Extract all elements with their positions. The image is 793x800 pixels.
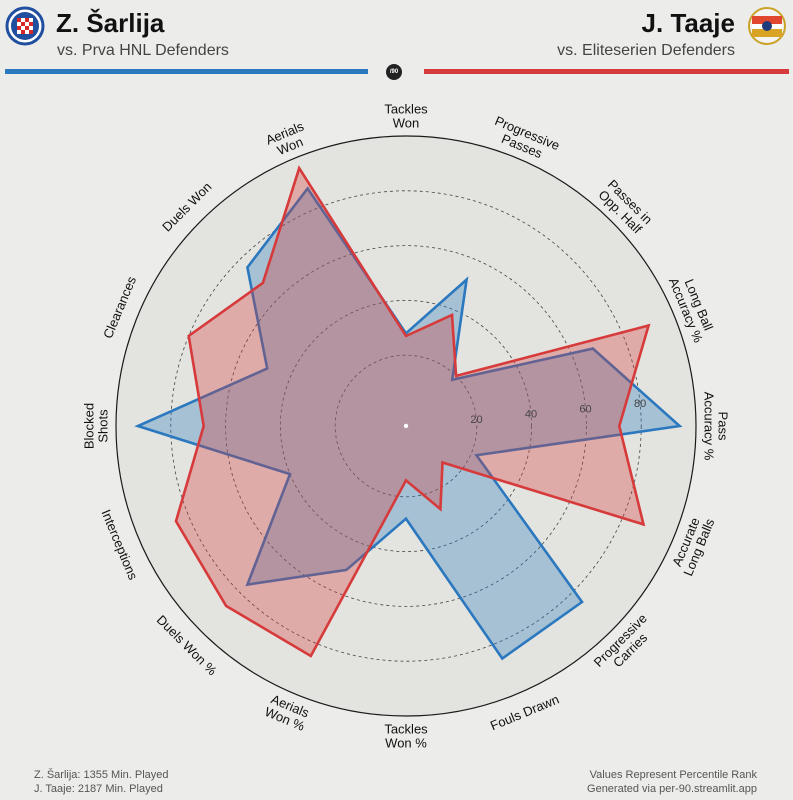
percentile-note: Values Represent Percentile Rank	[589, 769, 757, 781]
radar-grid-ring	[279, 299, 532, 552]
radar-center-dot	[403, 423, 409, 429]
radar-grid-ring	[225, 245, 587, 607]
stromsgodset-crest-icon	[748, 7, 786, 45]
player-two-minutes: J. Taaje: 2187 Min. Played	[34, 783, 163, 795]
player-two-comparison: vs. Eliteserien Defenders	[557, 42, 735, 59]
header: Z. Šarlija vs. Prva HNL Defenders J. Taa…	[0, 0, 793, 90]
category-label: Tackles Won %	[384, 722, 428, 751]
category-label: Tackles Won	[384, 102, 428, 131]
player-one-comparison: vs. Prva HNL Defenders	[57, 42, 229, 59]
ring-tick-label: 40	[525, 409, 537, 421]
category-label: BlockedShots	[82, 403, 111, 449]
ring-tick-label: 60	[579, 403, 591, 415]
player-one-minutes: Z. Šarlija: 1355 Min. Played	[34, 769, 169, 781]
player-one-name: Z. Šarlija	[56, 8, 165, 38]
player-one-color-bar	[5, 69, 368, 74]
series-1-polygon	[134, 186, 683, 661]
ring-tick-label: 20	[470, 414, 482, 426]
ring-tick-label: 80	[634, 398, 646, 410]
radar-grid-ring	[334, 354, 478, 498]
category-label: PassAccuracy %	[702, 392, 731, 461]
minutes-played: Z. Šarlija: 1355 Min. Played J. Taaje: 2…	[34, 768, 169, 796]
generated-credit: Generated via per-90.streamlit.app	[587, 783, 757, 795]
hajduk-crest-icon	[5, 6, 45, 46]
player-two-color-bar	[424, 69, 789, 74]
chart-notes: Values Represent Percentile Rank Generat…	[587, 768, 757, 796]
radar-grid-ring	[170, 190, 642, 662]
player-two-name: J. Taaje	[641, 8, 735, 38]
per90-logo-icon: /90	[386, 64, 402, 80]
series-2-polygon	[174, 165, 651, 658]
